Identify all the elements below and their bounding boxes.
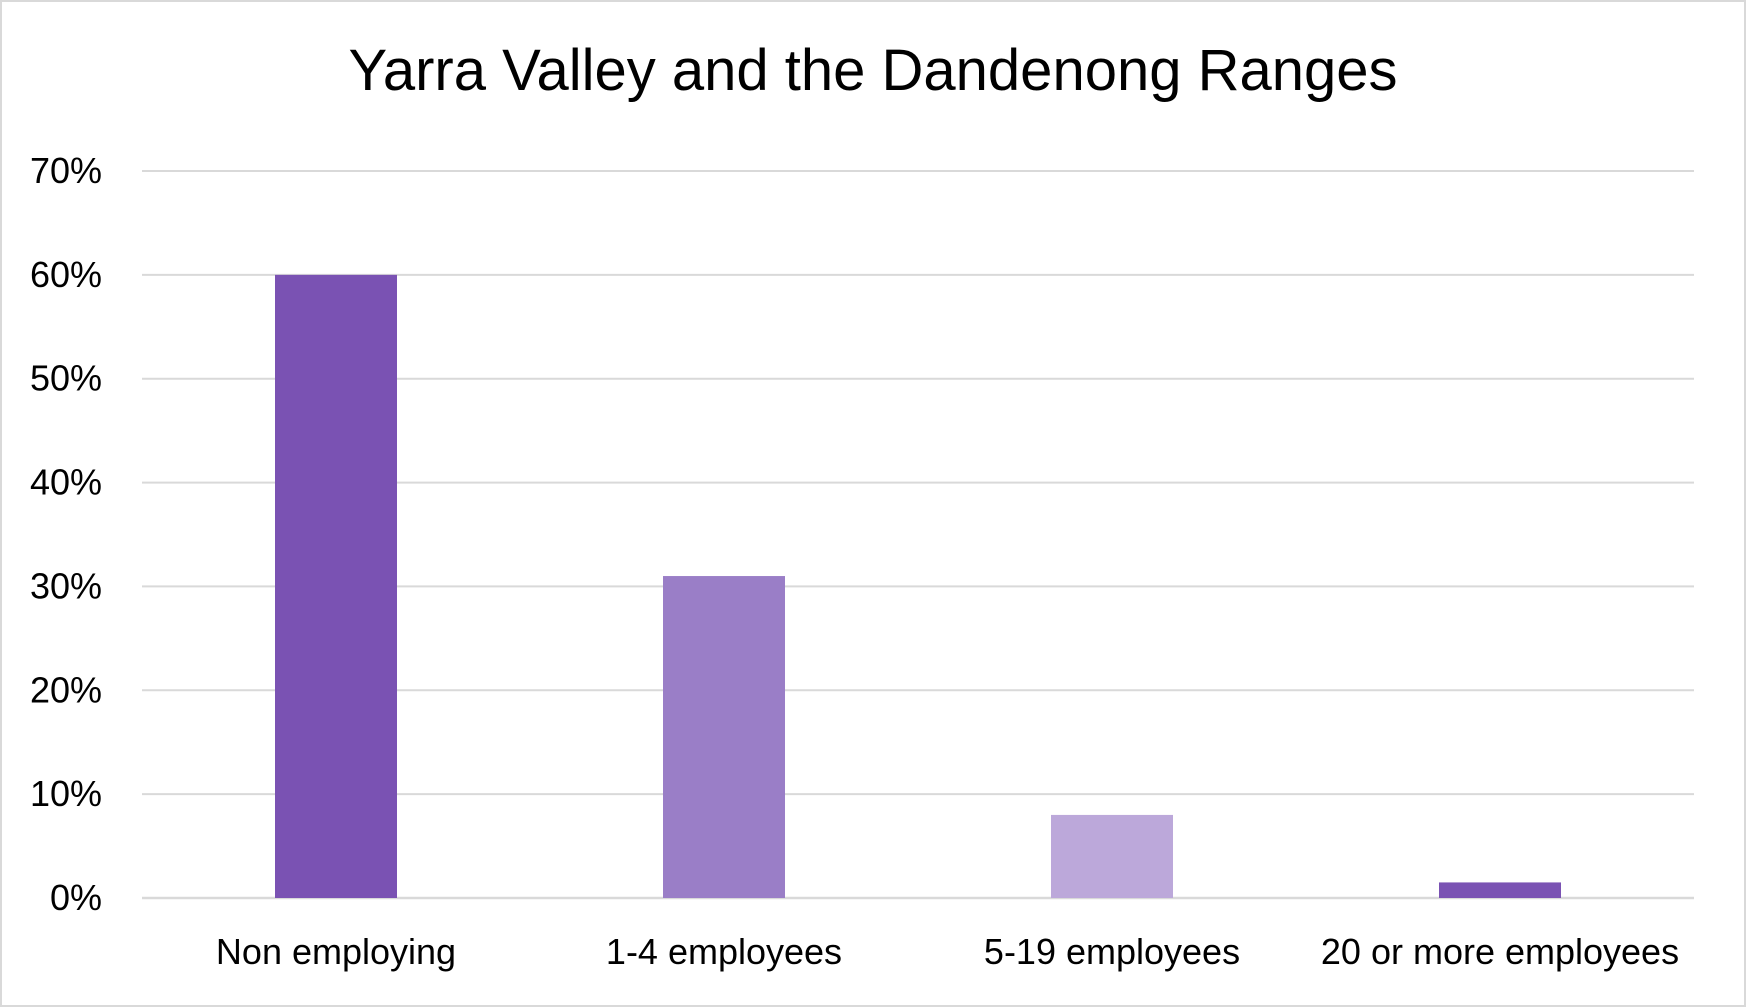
x-category-label: 1-4 employees xyxy=(606,931,842,972)
x-category-label: 20 or more employees xyxy=(1321,931,1679,972)
x-axis-category-labels: Non employing 1-4 employees 5-19 employees… xyxy=(216,931,1679,972)
x-category-label: 5-19 employees xyxy=(984,931,1240,972)
bar-1-4-employees xyxy=(663,576,785,898)
bar-5-19-employees xyxy=(1051,814,1173,898)
y-tick-label: 20% xyxy=(30,669,102,710)
y-tick-label: 70% xyxy=(30,150,102,191)
y-tick-label: 60% xyxy=(30,254,102,295)
y-tick-label: 50% xyxy=(30,358,102,399)
bar-20-or-more-employees xyxy=(1439,882,1561,898)
x-category-label: Non employing xyxy=(216,931,456,972)
bars xyxy=(275,274,1561,898)
y-tick-label: 0% xyxy=(50,877,102,918)
gridlines xyxy=(142,170,1694,900)
y-tick-label: 40% xyxy=(30,462,102,503)
y-tick-label: 30% xyxy=(30,565,102,606)
y-axis-tick-labels: 0% 10% 20% 30% 40% 50% 60% 70% xyxy=(30,150,102,918)
chart-title: Yarra Valley and the Dandenong Ranges xyxy=(348,38,1398,103)
bar-non-employing xyxy=(275,274,397,898)
y-tick-label: 10% xyxy=(30,773,102,814)
